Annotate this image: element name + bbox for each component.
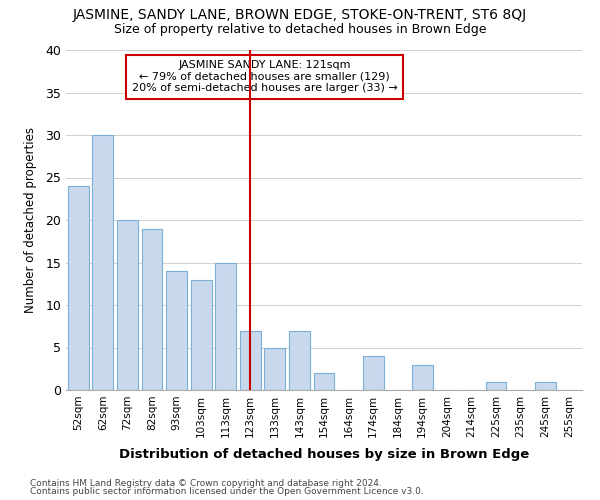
Bar	[117, 220, 138, 390]
Bar	[535, 382, 556, 390]
Bar	[68, 186, 89, 390]
Bar	[215, 262, 236, 390]
Y-axis label: Number of detached properties: Number of detached properties	[24, 127, 37, 313]
Bar	[485, 382, 506, 390]
Bar	[166, 271, 187, 390]
Text: Contains HM Land Registry data © Crown copyright and database right 2024.: Contains HM Land Registry data © Crown c…	[30, 478, 382, 488]
Bar	[191, 280, 212, 390]
Text: JASMINE, SANDY LANE, BROWN EDGE, STOKE-ON-TRENT, ST6 8QJ: JASMINE, SANDY LANE, BROWN EDGE, STOKE-O…	[73, 8, 527, 22]
Text: JASMINE SANDY LANE: 121sqm
← 79% of detached houses are smaller (129)
20% of sem: JASMINE SANDY LANE: 121sqm ← 79% of deta…	[132, 60, 398, 94]
Text: Size of property relative to detached houses in Brown Edge: Size of property relative to detached ho…	[114, 22, 486, 36]
Text: Contains public sector information licensed under the Open Government Licence v3: Contains public sector information licen…	[30, 487, 424, 496]
Bar	[289, 330, 310, 390]
Bar	[362, 356, 383, 390]
Bar	[240, 330, 261, 390]
Bar	[314, 373, 334, 390]
Bar	[412, 364, 433, 390]
X-axis label: Distribution of detached houses by size in Brown Edge: Distribution of detached houses by size …	[119, 448, 529, 461]
Bar	[142, 228, 163, 390]
Bar	[92, 135, 113, 390]
Bar	[265, 348, 286, 390]
